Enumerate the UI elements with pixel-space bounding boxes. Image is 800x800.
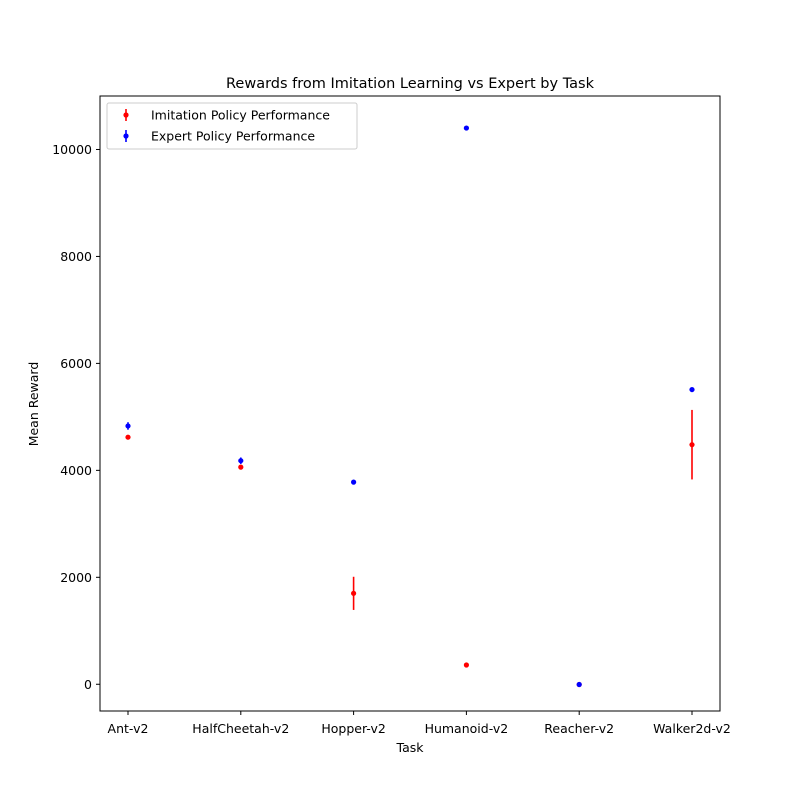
data-point bbox=[689, 386, 695, 393]
x-tick-label: Reacher-v2 bbox=[544, 721, 614, 736]
y-tick-label: 10000 bbox=[52, 142, 92, 157]
x-tick-label: HalfCheetah-v2 bbox=[192, 721, 289, 736]
data-point bbox=[125, 434, 131, 440]
data-marks bbox=[125, 125, 695, 688]
data-point bbox=[238, 464, 244, 470]
y-tick-label: 8000 bbox=[60, 249, 92, 264]
x-tick-label: Ant-v2 bbox=[108, 721, 149, 736]
x-axis: Ant-v2 HalfCheetah-v2 Hopper-v2 Humanoid-v2… bbox=[108, 711, 731, 736]
x-tick-label: Walker2d-v2 bbox=[653, 721, 731, 736]
data-point bbox=[463, 662, 469, 668]
data-point bbox=[351, 479, 357, 485]
data-point bbox=[463, 125, 469, 131]
legend-point-marker bbox=[123, 133, 129, 139]
y-tick-label: 4000 bbox=[60, 463, 92, 478]
x-tick-label: Hopper-v2 bbox=[321, 721, 385, 736]
chart-title: Rewards from Imitation Learning vs Exper… bbox=[226, 76, 595, 92]
data-point bbox=[689, 442, 695, 448]
y-tick-label: 2000 bbox=[60, 570, 92, 585]
legend-point-marker bbox=[123, 112, 129, 118]
legend-box bbox=[106, 102, 358, 150]
y-tick-label: 6000 bbox=[60, 356, 92, 371]
plot-area bbox=[99, 95, 721, 712]
x-tick-label: Humanoid-v2 bbox=[425, 721, 509, 736]
data-point bbox=[576, 681, 582, 688]
legend-entry-label: Imitation Policy Performance bbox=[151, 108, 330, 123]
data-point bbox=[351, 590, 357, 596]
data-point bbox=[238, 458, 244, 464]
y-tick-label: 0 bbox=[84, 677, 92, 692]
x-axis-label: Task bbox=[396, 740, 425, 755]
y-axis-label: Mean Reward bbox=[26, 362, 41, 447]
data-point bbox=[125, 423, 131, 429]
legend-entry-label: Expert Policy Performance bbox=[151, 129, 315, 144]
legend: Imitation Policy Performance Expert Polic… bbox=[106, 102, 358, 150]
y-axis: 0 2000 4000 6000 8000 10000 bbox=[52, 142, 100, 692]
